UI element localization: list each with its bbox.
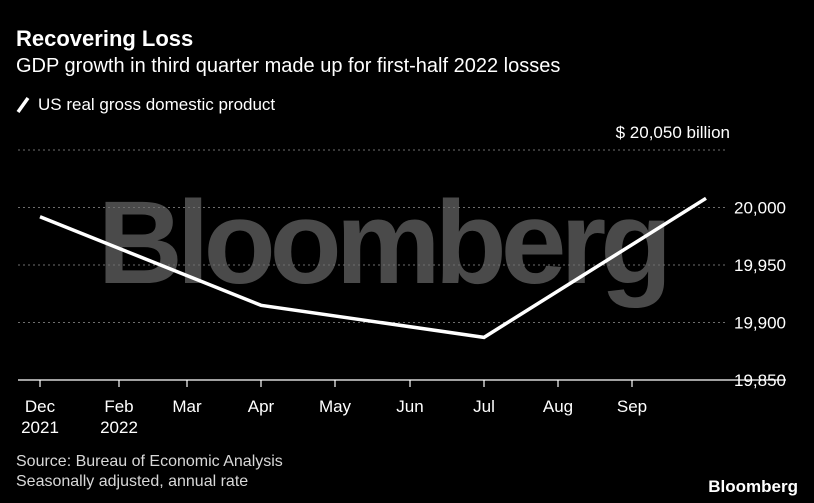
legend: US real gross domestic product [16, 95, 275, 115]
bloomberg-logo: Bloomberg [708, 477, 798, 496]
x-tick-label: Jul [473, 397, 495, 416]
chart-subtitle: GDP growth in third quarter made up for … [16, 55, 561, 77]
footer: Source: Bureau of Economic Analysis Seas… [16, 452, 283, 492]
legend-label: US real gross domestic product [38, 95, 276, 114]
x-tick-label: Dec [25, 397, 56, 416]
unit-label: $ 20,050 billion [616, 123, 730, 142]
y-tick-label: 19,850 [734, 371, 786, 390]
y-tick-label: 19,950 [734, 256, 786, 275]
x-tick-label: Aug [543, 397, 573, 416]
y-tick-label: 19,900 [734, 314, 786, 333]
adjustment-note: Seasonally adjusted, annual rate [16, 473, 249, 490]
source-note: Source: Bureau of Economic Analysis [16, 453, 283, 470]
x-tick-label: Apr [248, 397, 275, 416]
x-tick-label: Sep [617, 397, 647, 416]
x-tick-sublabel: 2021 [21, 418, 59, 437]
x-tick-sublabel: 2022 [100, 418, 138, 437]
x-tick-label: Feb [104, 397, 133, 416]
x-tick-label: Mar [172, 397, 202, 416]
x-tick-label: Jun [396, 397, 423, 416]
legend-line-icon [16, 96, 30, 114]
series-line [39, 196, 707, 340]
y-tick-label: 20,000 [734, 199, 786, 218]
x-tick-label: May [319, 397, 352, 416]
bloomberg-watermark: Bloomberg [98, 177, 667, 309]
chart-title: Recovering Loss [16, 26, 194, 51]
